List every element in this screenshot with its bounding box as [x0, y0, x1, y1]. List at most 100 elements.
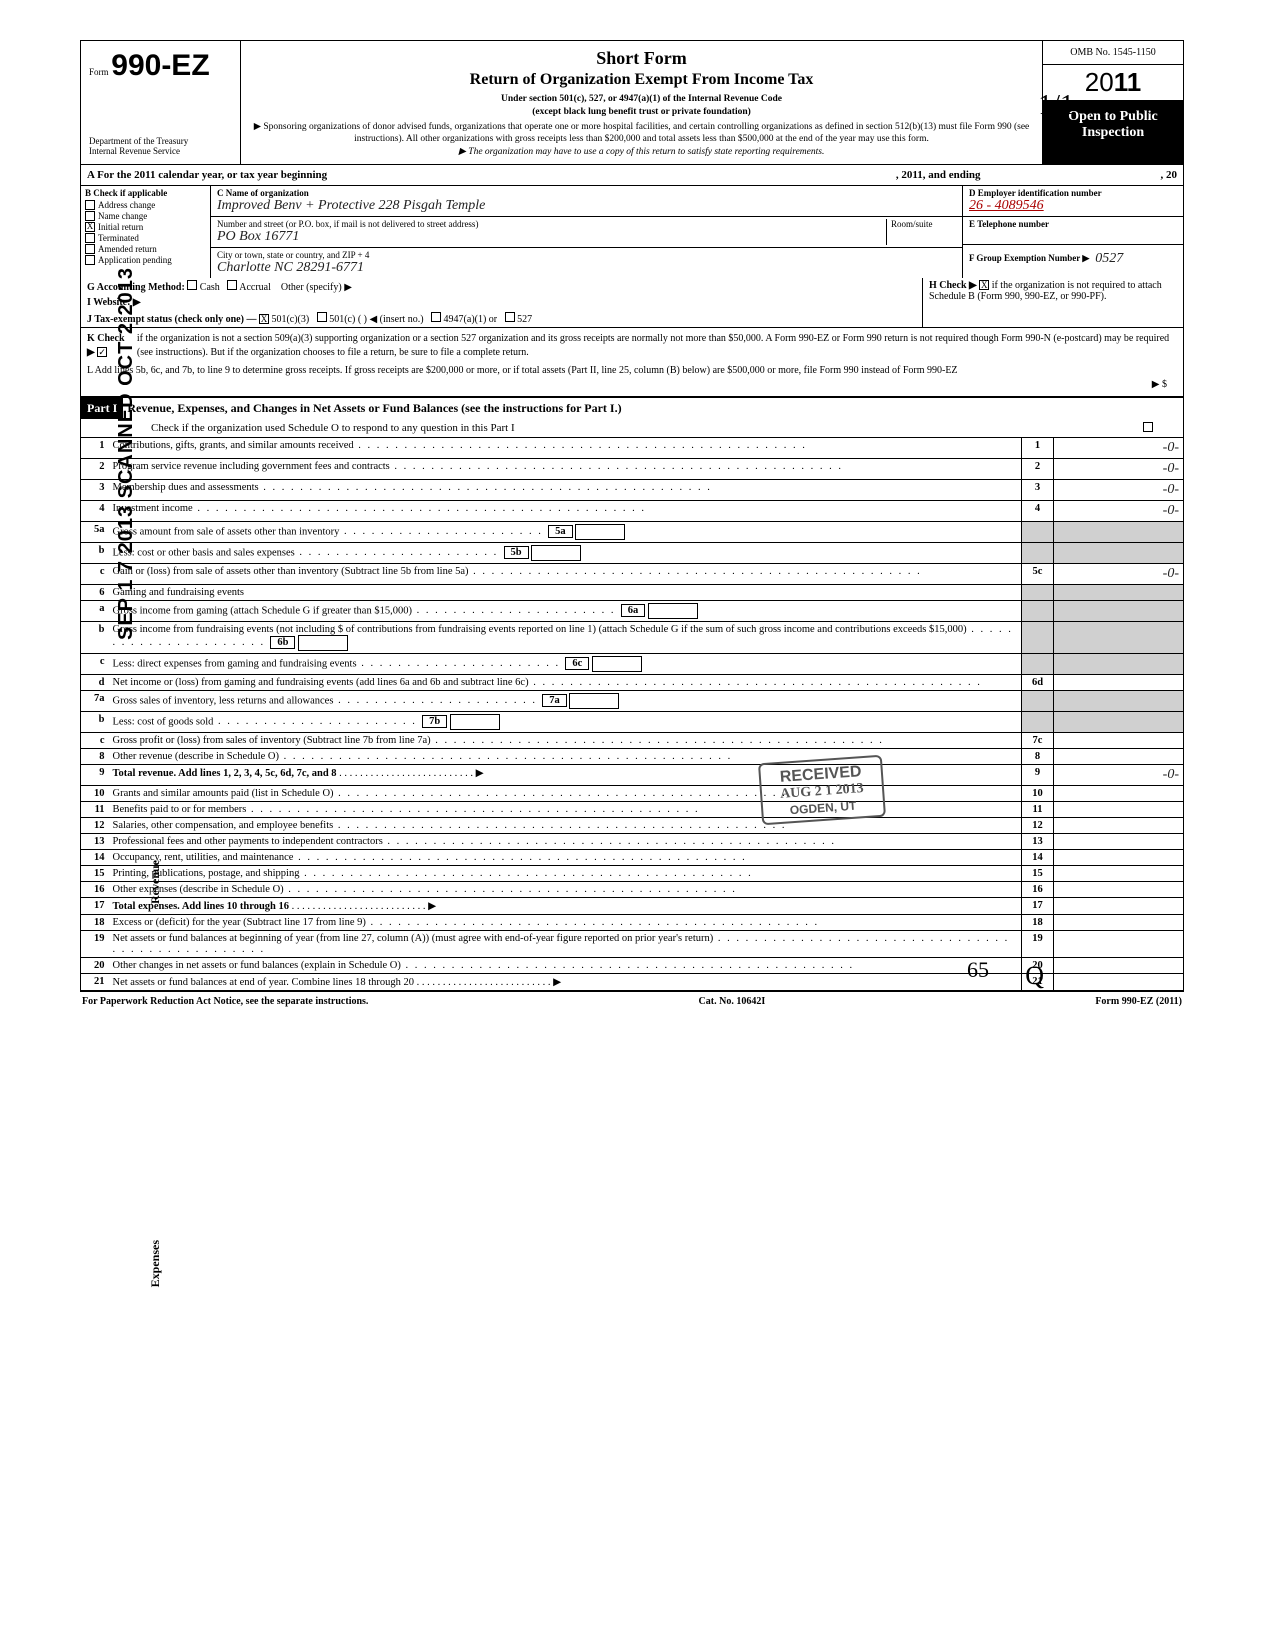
- part1-schedule-o-checkbox[interactable]: [1143, 422, 1153, 432]
- line-row: 14 Occupancy, rent, utilities, and maint…: [81, 849, 1184, 865]
- part1-header: Part I Revenue, Expenses, and Changes in…: [80, 397, 1184, 419]
- colb-label-3: Terminated: [98, 233, 139, 243]
- org-name-value[interactable]: Improved Benv + Protective 228 Pisgah Te…: [217, 198, 956, 214]
- line-row: c Gross profit or (loss) from sales of i…: [81, 732, 1184, 748]
- omb-number: OMB No. 1545-1150: [1043, 41, 1183, 65]
- dept-irs: Internal Revenue Service: [89, 146, 232, 156]
- line-row: 20 Other changes in net assets or fund b…: [81, 957, 1184, 973]
- received-stamp: RECEIVED AUG 2 1 2013 OGDEN, UT: [758, 754, 886, 825]
- line-row: b Less: cost or other basis and sales ex…: [81, 542, 1184, 563]
- colb-checkbox-4[interactable]: [85, 244, 95, 254]
- lines-table: 1 Contributions, gifts, grants, and simi…: [80, 437, 1184, 991]
- city-value[interactable]: Charlotte NC 28291-6771: [217, 260, 956, 276]
- colb-label-5: Application pending: [98, 255, 172, 265]
- colb-checkbox-3[interactable]: [85, 233, 95, 243]
- colb-label-4: Amended return: [98, 244, 157, 254]
- line-row: d Net income or (loss) from gaming and f…: [81, 674, 1184, 690]
- colb-checkbox-5[interactable]: [85, 255, 95, 265]
- l-text: L Add lines 5b, 6c, and 7b, to line 9 to…: [87, 364, 958, 378]
- line-row: 10 Grants and similar amounts paid (list…: [81, 785, 1184, 801]
- page-footer: For Paperwork Reduction Act Notice, see …: [80, 991, 1184, 1011]
- colb-checkbox-2[interactable]: X: [85, 222, 95, 232]
- city-label: City or town, state or country, and ZIP …: [217, 250, 956, 260]
- footer-form: Form 990-EZ (2011): [1095, 996, 1182, 1007]
- cash-checkbox[interactable]: [187, 280, 197, 290]
- expenses-side-label: Expenses: [148, 1240, 163, 1287]
- line-row: 19 Net assets or fund balances at beginn…: [81, 930, 1184, 957]
- ein-label: D Employer identification number: [969, 188, 1177, 198]
- line-row: b Less: cost of goods sold 7b: [81, 711, 1184, 732]
- k-checkbox[interactable]: ✓: [97, 347, 107, 357]
- dept-treasury: Department of the Treasury: [89, 136, 232, 146]
- part1-sub: Check if the organization used Schedule …: [80, 419, 1184, 437]
- line-row: 16 Other expenses (describe in Schedule …: [81, 881, 1184, 897]
- line-row: 8 Other revenue (describe in Schedule O)…: [81, 748, 1184, 764]
- line-row: 3 Membership dues and assessments 3 -0-: [81, 479, 1184, 500]
- ein-value[interactable]: 26 - 4089546: [969, 198, 1177, 214]
- line-row: c Gain or (loss) from sale of assets oth…: [81, 563, 1184, 584]
- l-arrow: ▶ $: [87, 378, 1177, 392]
- scanned-date-stamp: SEP 1 7 2013 SCANNED OCT 2 2013: [115, 267, 138, 640]
- colb-label-0: Address change: [98, 200, 155, 210]
- line-row: 11 Benefits paid to or for members 11: [81, 801, 1184, 817]
- colb-checkbox-0[interactable]: [85, 200, 95, 210]
- header-note2: ▶ The organization may have to use a cop…: [251, 146, 1032, 158]
- hand-annotation: 1/1: [1038, 90, 1074, 122]
- footer-paperwork: For Paperwork Reduction Act Notice, see …: [82, 996, 368, 1007]
- title-return: Return of Organization Exempt From Incom…: [251, 70, 1032, 91]
- title-short-form: Short Form: [251, 47, 1032, 70]
- line-row: c Less: direct expenses from gaming and …: [81, 653, 1184, 674]
- colb-label-1: Name change: [98, 211, 147, 221]
- form-number: 990-EZ: [111, 49, 209, 82]
- col-c-org-info: C Name of organization Improved Benv + P…: [211, 186, 963, 278]
- 527-checkbox[interactable]: [505, 312, 515, 322]
- group-exemption-value[interactable]: 0527: [1095, 251, 1123, 267]
- line-row: 6 Gaming and fundraising events: [81, 584, 1184, 600]
- revenue-side-label: Revenue: [148, 860, 163, 904]
- form-number-box: Form 990-EZ Department of the Treasury I…: [81, 41, 241, 164]
- line-row: 4 Investment income 4 -0-: [81, 500, 1184, 521]
- line-row: 21 Net assets or fund balances at end of…: [81, 973, 1184, 990]
- title-box: Short Form Return of Organization Exempt…: [241, 41, 1043, 164]
- street-value[interactable]: PO Box 16771: [217, 229, 886, 245]
- header-note1: ▶ Sponsoring organizations of donor advi…: [251, 121, 1032, 146]
- subtitle-except: (except black lung benefit trust or priv…: [251, 106, 1032, 118]
- line-row: a Gross income from gaming (attach Sched…: [81, 600, 1184, 621]
- kl-block: K Check ▶ ✓ if the organization is not a…: [80, 328, 1184, 397]
- form-prefix: Form: [89, 67, 109, 77]
- subtitle-code: Under section 501(c), 527, or 4947(a)(1)…: [251, 93, 1032, 105]
- accrual-checkbox[interactable]: [227, 280, 237, 290]
- line-row: 1 Contributions, gifts, grants, and simi…: [81, 437, 1184, 458]
- line-row: 13 Professional fees and other payments …: [81, 833, 1184, 849]
- gijh-row: G Accounting Method: Cash Accrual Other …: [80, 278, 1184, 328]
- form-header: Form 990-EZ Department of the Treasury I…: [80, 40, 1184, 165]
- h-checkbox[interactable]: X: [979, 280, 989, 290]
- line-row: 9 Total revenue. Add lines 1, 2, 3, 4, 5…: [81, 764, 1184, 785]
- line-row: 2 Program service revenue including gove…: [81, 458, 1184, 479]
- tel-label: E Telephone number: [969, 219, 1177, 229]
- bcd-block: B Check if applicable Address changeName…: [80, 186, 1184, 278]
- line-row: 12 Salaries, other compensation, and emp…: [81, 817, 1184, 833]
- col-d-ein: D Employer identification number 26 - 40…: [963, 186, 1183, 278]
- 501c3-checkbox[interactable]: X: [259, 314, 269, 324]
- 4947-checkbox[interactable]: [431, 312, 441, 322]
- room-label: Room/suite: [891, 219, 956, 229]
- line-row: b Gross income from fundraising events (…: [81, 621, 1184, 653]
- line-row: 17 Total expenses. Add lines 10 through …: [81, 897, 1184, 914]
- row-a-tax-year: A For the 2011 calendar year, or tax yea…: [80, 165, 1184, 186]
- line-row: 7a Gross sales of inventory, less return…: [81, 690, 1184, 711]
- colb-label-2: Initial return: [98, 222, 143, 232]
- line-row: 18 Excess or (deficit) for the year (Sub…: [81, 914, 1184, 930]
- group-exemption-label: F Group Exemption Number ▶: [969, 253, 1089, 264]
- street-label: Number and street (or P.O. box, if mail …: [217, 219, 886, 229]
- footer-cat: Cat. No. 10642I: [699, 996, 766, 1007]
- 501c-checkbox[interactable]: [317, 312, 327, 322]
- line-row: 15 Printing, publications, postage, and …: [81, 865, 1184, 881]
- hand-bottom-initial: Q: [1025, 961, 1044, 991]
- colb-checkbox-1[interactable]: [85, 211, 95, 221]
- k-text: if the organization is not a section 509…: [137, 332, 1177, 360]
- hand-bottom-number: 65: [967, 957, 989, 983]
- org-name-label: C Name of organization: [217, 188, 956, 198]
- col-b-checkboxes: B Check if applicable Address changeName…: [81, 186, 211, 278]
- part1-title: Revenue, Expenses, and Changes in Net As…: [123, 401, 621, 416]
